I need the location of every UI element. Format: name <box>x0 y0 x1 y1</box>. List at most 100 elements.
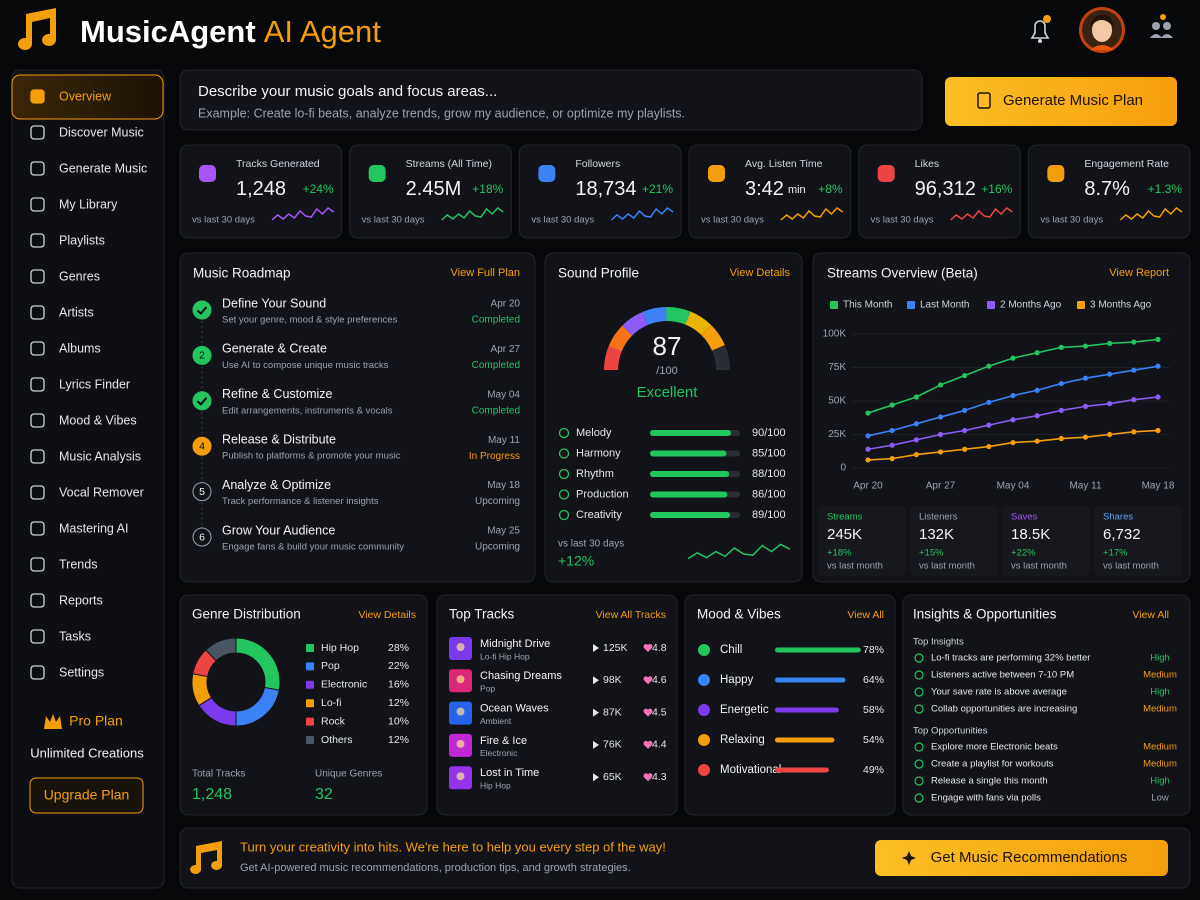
kpi-label: Tracks Generated <box>236 158 320 170</box>
track-genre: Electronic <box>480 748 518 758</box>
roadmap-link[interactable]: View Full Plan <box>451 267 521 279</box>
nav-item[interactable]: Trends <box>59 557 97 571</box>
stat-label: Listeners <box>919 512 958 523</box>
stat-box <box>1094 506 1182 576</box>
series-point <box>962 407 968 413</box>
avatar[interactable] <box>1079 7 1125 53</box>
pro-title: Pro Plan <box>69 713 123 729</box>
nav-icon <box>30 89 45 104</box>
metric-name: Production <box>576 488 629 500</box>
insight-icon <box>914 704 924 714</box>
insight-level: Medium <box>1143 759 1177 770</box>
nav-item[interactable]: Settings <box>59 665 104 679</box>
tracks-link[interactable]: View All Tracks <box>596 609 666 621</box>
track-rating: 4.4 <box>652 739 667 751</box>
legend-value: 28% <box>388 642 409 654</box>
series-point <box>1010 417 1016 423</box>
mood-icon <box>698 764 710 776</box>
step-marker <box>192 300 212 320</box>
insight-text: Create a playlist for workouts <box>931 759 1054 770</box>
mood-bar <box>775 737 835 743</box>
nav-item[interactable]: Albums <box>59 341 101 355</box>
track-name[interactable]: Fire & Ice <box>480 735 527 747</box>
nav-item[interactable]: My Library <box>59 197 118 211</box>
series-point <box>889 456 895 462</box>
mood-link[interactable]: View All <box>847 609 884 621</box>
kpi-change: +21% <box>642 182 673 196</box>
nav-icon <box>30 269 45 284</box>
track-name[interactable]: Lost in Time <box>480 767 539 779</box>
mood-name: Happy <box>720 674 753 686</box>
step-desc: Track performance & listener insights <box>222 496 379 507</box>
kpi-value: 18,734 <box>575 178 636 200</box>
recommend-button[interactable] <box>875 840 1168 876</box>
series-point <box>1034 413 1040 419</box>
sound-link[interactable]: View Details <box>730 267 791 279</box>
nav-item[interactable]: Tasks <box>59 629 91 643</box>
nav-icon <box>30 557 45 572</box>
step-date: May 04 <box>487 389 520 400</box>
series-point <box>1107 371 1113 377</box>
mood-label: 54% <box>863 734 884 746</box>
kpi-value-number: 1,248 <box>236 178 286 200</box>
legend-label: Lo-fi <box>321 697 341 709</box>
chart-link[interactable]: View Report <box>1109 267 1169 279</box>
crown-icon <box>44 714 62 729</box>
series-point <box>889 442 895 448</box>
kpi-card <box>688 144 852 239</box>
insights-link[interactable]: View All <box>1132 609 1169 621</box>
metric-bar <box>650 512 731 518</box>
nav-item[interactable]: Genres <box>59 269 100 283</box>
nav-item[interactable]: Artists <box>59 305 94 319</box>
nav-item[interactable]: Lyrics Finder <box>59 377 130 391</box>
genre-link[interactable]: View Details <box>358 609 416 621</box>
track-name[interactable]: Chasing Dreams <box>480 670 562 682</box>
x-tick-label: May 18 <box>1142 481 1175 492</box>
kpi-value-number: 8.7% <box>1084 178 1130 200</box>
upgrade-label[interactable]: Upgrade Plan <box>44 787 130 803</box>
nav-item[interactable]: Mastering AI <box>59 521 128 535</box>
nav-item[interactable]: Reports <box>59 593 103 607</box>
series-point <box>1082 343 1089 349</box>
legend-value: 12% <box>388 697 409 709</box>
banner-title: Turn your creativity into hits. We're he… <box>240 839 666 854</box>
rating-icon <box>643 740 653 749</box>
nav-item[interactable]: Playlists <box>59 233 105 247</box>
track-name[interactable]: Ocean Waves <box>480 703 549 715</box>
nav-item[interactable]: Mood & Vibes <box>59 413 137 427</box>
notifications[interactable] <box>1030 15 1051 43</box>
insight-icon <box>914 759 924 769</box>
nav-item[interactable]: Discover Music <box>59 125 144 139</box>
nav-item[interactable]: Music Analysis <box>59 449 141 463</box>
generate-button[interactable] <box>945 77 1177 126</box>
x-tick-label: Apr 27 <box>926 481 956 492</box>
nav-icon <box>30 665 45 680</box>
track-name[interactable]: Midnight Drive <box>480 638 550 650</box>
upgrade-button[interactable] <box>29 777 144 814</box>
track-rating: 4.8 <box>652 642 667 654</box>
step-date: May 11 <box>488 435 520 446</box>
nav-item[interactable]: Overview <box>59 89 112 103</box>
insights-heading: Top Opportunities <box>913 726 988 737</box>
y-tick-label: 75K <box>828 362 846 373</box>
gauge-fill <box>604 307 725 371</box>
team-icon[interactable] <box>1150 14 1173 38</box>
gauge-max: /100 <box>656 365 677 377</box>
step-number: 5 <box>199 486 205 498</box>
generate-label[interactable]: Generate Music Plan <box>1003 92 1143 109</box>
kpi-change: +16% <box>981 182 1012 196</box>
nav-item[interactable]: Generate Music <box>59 161 147 175</box>
step-date: May 18 <box>487 480 520 491</box>
recommend-label[interactable]: Get Music Recommendations <box>931 849 1128 866</box>
step-title: Refine & Customize <box>222 387 333 401</box>
mood-name: Motivational <box>720 764 781 776</box>
series-point <box>962 446 968 452</box>
legend-swatch <box>306 644 314 652</box>
legend-swatch <box>306 680 314 689</box>
series-point <box>1131 429 1137 435</box>
nav-item[interactable]: Vocal Remover <box>59 485 144 499</box>
insight-level: Low <box>1151 793 1169 804</box>
series-point <box>986 399 992 405</box>
track-plays: 98K <box>603 674 622 686</box>
